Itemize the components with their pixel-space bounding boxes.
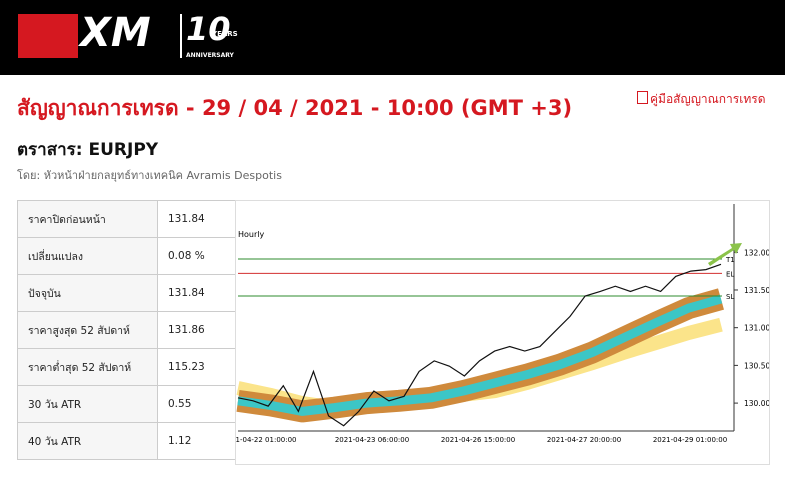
level-label: EL <box>726 270 734 278</box>
value-cell: 131.84 <box>157 200 236 238</box>
logo[interactable]: XM <box>80 10 151 56</box>
anniversary-years: YEARS <box>212 30 238 38</box>
level-label: T1 <box>725 256 735 264</box>
anniversary-number: 10 <box>186 10 231 48</box>
y-tick-label: 130.50 <box>744 361 769 370</box>
label-cell: 30 วัน ATR <box>17 385 158 423</box>
logo-icon <box>18 14 78 58</box>
pdf-icon <box>637 91 648 104</box>
divider <box>180 14 182 58</box>
table-row: เปลี่ยนแปลง 0.08 % <box>17 237 236 275</box>
header: XM 10 YEARS ANNIVERSARY <box>0 0 785 75</box>
instrument: ตราสาร: EURJPY <box>17 140 159 160</box>
chart: Hourly 130.00 130.50 131.00 131.50 132.00 1-04… <box>236 204 770 444</box>
table-row: 30 วัน ATR 0.55 <box>17 385 236 423</box>
x-tick-label: 2021-04-29 01:00:00 <box>653 436 727 444</box>
label-cell: 40 วัน ATR <box>17 422 158 460</box>
guide-link[interactable]: คู่มือสัญญาณการเทรด <box>650 92 766 106</box>
table-row: ปัจจุบัน 131.84 <box>17 274 236 312</box>
level-label: SL <box>726 293 734 301</box>
label-cell: ราคาปิดก่อนหน้า <box>17 200 158 238</box>
price-line <box>237 263 722 427</box>
y-tick-label: 131.00 <box>744 324 769 333</box>
label-cell: ราคาสูงสุด 52 สัปดาห์ <box>17 311 158 349</box>
x-tick-label: 1-04-22 01:00:00 <box>236 436 296 444</box>
chart-frame: Hourly 130.00 130.50 131.00 131.50 132.00 1-04… <box>235 200 770 465</box>
table-row: 40 วัน ATR 1.12 <box>17 422 236 460</box>
value-cell: 115.23 <box>157 348 236 386</box>
info-table: ราคาปิดก่อนหน้า 131.84 เปลี่ยนแปลง 0.08 % ปั… <box>17 200 236 460</box>
chart-subtitle: Hourly <box>238 230 264 239</box>
label-cell: ราคาต่ำสุด 52 สัปดาห์ <box>17 348 158 386</box>
value-cell: 131.86 <box>157 311 236 349</box>
value-cell: 131.84 <box>157 274 236 312</box>
x-tick-label: 2021-04-23 06:00:00 <box>335 436 409 444</box>
y-tick-label: 132.00 <box>744 248 769 257</box>
page-title: สัญญาณการเทรด - 29 / 04 / 2021 - 10:00 (… <box>17 96 573 120</box>
anniversary-text: ANNIVERSARY <box>186 52 234 59</box>
table-row: ราคาปิดก่อนหน้า 131.84 <box>17 200 236 238</box>
band <box>236 288 724 423</box>
label-cell: ปัจจุบัน <box>17 274 158 312</box>
forecast-arrow <box>708 243 742 266</box>
band <box>237 294 723 416</box>
table-row: ราคาต่ำสุด 52 สัปดาห์ 115.23 <box>17 348 236 386</box>
y-tick-label: 131.50 <box>744 286 769 295</box>
label-cell: เปลี่ยนแปลง <box>17 237 158 275</box>
value-cell: 0.08 % <box>157 237 236 275</box>
x-tick-label: 2021-04-27 20:00:00 <box>547 436 621 444</box>
value-cell: 0.55 <box>157 385 236 423</box>
y-tick-label: 130.00 <box>744 399 769 408</box>
table-row: ราคาสูงสุด 52 สัปดาห์ 131.86 <box>17 311 236 349</box>
author: โดย: หัวหน้าฝ่ายกลยุทธ์ทางเทคนิค Avramis… <box>17 169 282 182</box>
x-tick-label: 2021-04-26 15:00:00 <box>441 436 515 444</box>
value-cell: 1.12 <box>157 422 236 460</box>
